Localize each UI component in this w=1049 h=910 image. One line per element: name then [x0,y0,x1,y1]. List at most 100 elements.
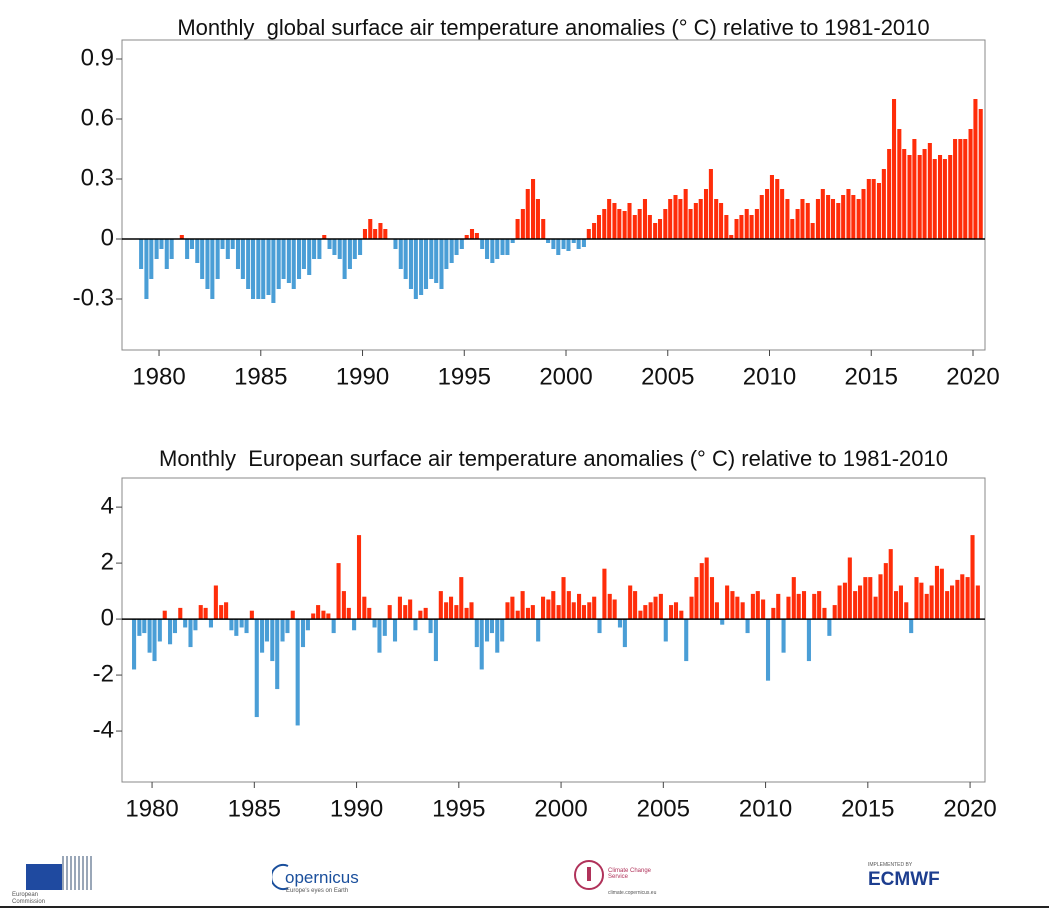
bar [791,577,796,620]
bar [235,239,241,269]
bar [888,549,893,620]
bar [490,239,495,263]
bar [714,602,719,620]
bar [837,585,842,620]
bar [373,229,378,239]
bar [454,605,459,620]
bar [195,239,200,263]
bar [592,223,597,239]
plot-frame [121,477,986,783]
copernicus-c [272,864,289,890]
bar [428,619,433,634]
y-tick-label: -2 [93,660,114,687]
bar [898,585,903,620]
bar [305,619,310,631]
bar [871,179,876,239]
bar [535,199,540,239]
bar [285,619,290,634]
bar [785,199,790,239]
bar [632,215,637,239]
bar [352,239,357,259]
bar [709,577,715,620]
plot-frame [121,39,986,351]
x-tick-label: 2000 [534,795,587,822]
x-tick-label: 2010 [739,795,792,822]
bar [137,619,142,636]
bar [749,215,754,239]
bar [953,139,958,239]
bar [960,574,965,620]
x-tick-label: 1990 [336,363,389,390]
bar [853,591,858,620]
bar [219,605,224,620]
bar [678,199,683,239]
bar [622,211,627,239]
bar [179,235,184,239]
bar [883,563,888,620]
chart-title: Monthly global surface air temperature a… [177,15,929,40]
x-tick-label: 1995 [432,795,485,822]
bar [322,235,327,239]
bar [203,607,208,620]
bar [246,239,251,289]
bar [264,619,270,642]
bar [290,610,295,620]
bar [142,619,147,634]
bar [358,239,363,255]
bar [270,619,275,662]
bar [541,219,546,239]
x-tick-label: 1990 [330,795,383,822]
bar [230,239,235,249]
bar [403,239,408,279]
bar [220,239,225,249]
y-tick-label: 0.6 [81,104,114,131]
bar [541,596,546,620]
bar [172,619,178,634]
bar [765,619,771,681]
bar [694,577,699,620]
bar [368,219,373,239]
x-tick-label: 2000 [539,363,592,390]
bar [684,619,689,662]
bar [781,619,786,653]
bar [164,239,169,269]
bar [546,599,551,620]
bar [937,155,943,239]
bar [336,563,341,620]
bar [668,199,673,239]
bar [215,239,220,279]
bar [332,239,337,255]
bar [342,239,347,279]
bar [423,239,429,289]
bar [851,195,856,239]
bar [382,619,387,636]
bar [841,195,846,239]
bar [759,195,764,239]
bar [525,189,530,239]
bar [205,239,210,289]
bar [638,610,643,620]
bar [561,577,566,620]
bar [922,149,927,239]
bar [352,619,357,631]
bar [708,169,713,239]
x-tick-label: 1995 [438,363,491,390]
bar [587,602,592,620]
bar [817,591,822,620]
bar [485,239,490,259]
bar [489,619,494,634]
bar [765,189,770,239]
bar [745,619,750,634]
bar [927,143,932,239]
bar [393,239,398,249]
bar [234,619,239,636]
bar [586,229,591,239]
bar [881,169,886,239]
bar [169,239,174,259]
bar [876,183,882,239]
bar [805,203,810,239]
bar [515,219,520,239]
y-tick-label: -0.3 [73,284,114,311]
bar [178,607,183,620]
bar [377,619,382,653]
